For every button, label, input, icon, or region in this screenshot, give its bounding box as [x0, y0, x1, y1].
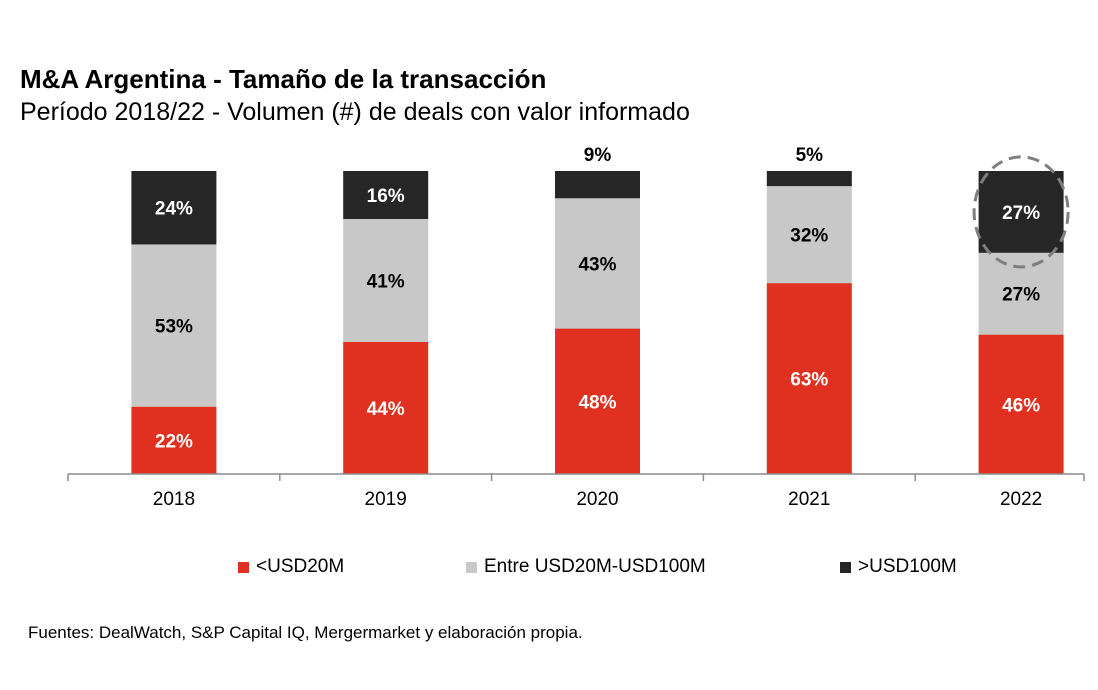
bar-segment	[343, 342, 429, 474]
bar-segment	[555, 328, 640, 474]
legend-label: <USD20M	[256, 556, 345, 577]
data-label: 48%	[578, 392, 616, 413]
x-tick-label: 2018	[153, 489, 195, 510]
highlight-circle	[972, 155, 1070, 269]
legend-label: Entre USD20M-USD100M	[484, 556, 706, 577]
legend-item-20m-100m: Entre USD20M-USD100M	[466, 556, 706, 578]
bar-segment	[978, 334, 1064, 474]
legend-swatch	[466, 561, 477, 573]
legend-item-gt100m: >USD100M	[840, 556, 957, 578]
data-label: 53%	[155, 317, 193, 338]
bar-segment	[766, 283, 852, 474]
chart-subtitle: Período 2018/22 - Volumen (#) de deals c…	[20, 98, 690, 126]
bar-segment	[131, 171, 217, 245]
data-label: 43%	[578, 254, 616, 275]
data-label: 5%	[796, 145, 824, 166]
x-tick-label: 2022	[1000, 489, 1042, 510]
bar-segment	[131, 406, 217, 474]
source-note: Fuentes: DealWatch, S&P Capital IQ, Merg…	[28, 623, 583, 642]
bar-segment	[555, 198, 640, 329]
data-label: 24%	[155, 199, 193, 220]
legend-item-lt20m: <USD20M	[238, 556, 344, 578]
data-label: 32%	[790, 226, 828, 247]
bar-segment	[766, 186, 852, 284]
x-tick-label: 2020	[576, 489, 618, 510]
data-label: 22%	[155, 431, 193, 452]
bar-segment	[343, 219, 429, 342]
legend-swatch	[238, 561, 249, 573]
data-label: 41%	[367, 272, 405, 293]
bar-segment	[555, 171, 640, 199]
bar-segment	[343, 171, 429, 219]
chart-legend: <USD20M Entre USD20M-USD100M >USD100M	[0, 556, 1098, 580]
legend-label: >USD100M	[858, 556, 957, 577]
data-label: 63%	[790, 370, 828, 391]
data-label: 44%	[367, 399, 405, 420]
data-label: 46%	[1002, 395, 1040, 416]
x-tick-label: 2019	[365, 489, 407, 510]
bar-segment	[978, 171, 1064, 253]
data-label: 27%	[1002, 203, 1040, 224]
data-label: 9%	[584, 145, 612, 166]
x-tick-label: 2021	[788, 489, 830, 510]
chart-title: M&A Argentina - Tamaño de la transacción	[20, 64, 547, 94]
stacked-bar-chart: 22% 53% 24% 2018 44% 41% 16% 2019 48% 43% 9% 2020 63…	[67, 145, 1085, 510]
bar-segment	[766, 171, 852, 187]
data-label: 27%	[1002, 285, 1040, 306]
bar-segment	[131, 244, 217, 407]
legend-swatch	[840, 561, 851, 573]
data-label: 16%	[367, 186, 405, 207]
